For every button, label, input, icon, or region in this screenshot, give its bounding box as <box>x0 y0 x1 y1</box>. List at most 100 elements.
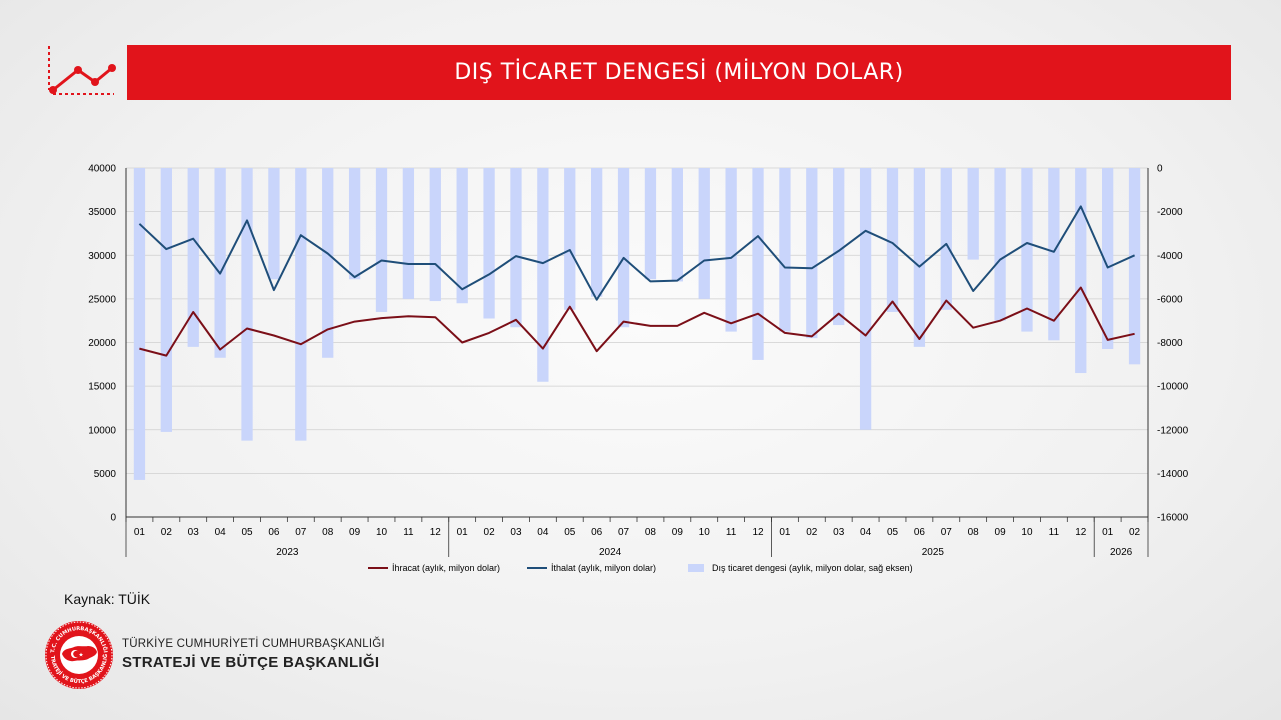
month-label: 01 <box>457 527 469 538</box>
presidency-seal-logo: T.C. CUMHURBAŞKANLIĞI STRATEJİ VE BÜTÇE … <box>44 620 113 689</box>
left-tick-label: 15000 <box>88 382 116 393</box>
legend: İhracat (aylık, milyon dolar) İthalat (ay… <box>368 563 913 573</box>
balance-bar <box>1128 168 1141 365</box>
right-tick-label: -14000 <box>1157 469 1189 480</box>
month-label: 07 <box>295 527 307 538</box>
month-label: 03 <box>510 527 522 538</box>
right-tick-label: -8000 <box>1157 338 1183 349</box>
balance-bar <box>510 168 522 328</box>
import-line <box>138 205 1136 301</box>
year-label: 2025 <box>922 547 945 558</box>
month-label: 08 <box>322 527 334 538</box>
balance-bar <box>698 168 710 299</box>
organization-footer: T.C. CUMHURBAŞKANLIĞI STRATEJİ VE BÜTÇE … <box>44 620 444 690</box>
series-lines <box>138 205 1136 357</box>
right-tick-label: 0 <box>1157 164 1163 175</box>
month-label: 02 <box>484 527 496 538</box>
balance-bar <box>160 168 172 432</box>
year-label: 2026 <box>1110 547 1133 558</box>
month-label: 05 <box>564 527 576 538</box>
balance-bar <box>1075 168 1087 374</box>
balance-bar <box>483 168 495 319</box>
right-tick-label: -16000 <box>1157 513 1189 524</box>
legend-label: İhracat (aylık, milyon dolar) <box>392 563 500 573</box>
month-label: 12 <box>430 527 442 538</box>
balance-bar <box>322 168 334 358</box>
month-label: 03 <box>188 527 200 538</box>
balance-bar <box>806 168 818 339</box>
month-label: 08 <box>968 527 980 538</box>
balance-bar <box>241 168 253 441</box>
balance-bar <box>940 168 952 310</box>
month-label: 06 <box>914 527 926 538</box>
balance-bar <box>375 168 388 312</box>
balance-bar <box>564 168 576 310</box>
month-label: 02 <box>1129 527 1141 538</box>
legend-label: İthalat (aylık, milyon dolar) <box>551 563 656 573</box>
balance-bar <box>591 168 603 297</box>
balance-bar <box>644 168 657 280</box>
balance-bar <box>779 168 791 332</box>
balance-bar <box>1021 168 1033 332</box>
org-name-line1: TÜRKİYE CUMHURİYETİ CUMHURBAŞKANLIĞI <box>122 638 385 650</box>
balance-bar <box>617 168 630 328</box>
balance-bar <box>295 168 307 441</box>
balance-bar <box>994 168 1006 321</box>
month-label: 11 <box>1049 527 1060 538</box>
balance-bar <box>537 168 549 382</box>
source-label: Kaynak: TÜİK <box>64 591 151 607</box>
org-name-line2: STRATEJİ VE BÜTÇE BAŞKANLIĞI <box>122 654 380 671</box>
month-label: 08 <box>645 527 657 538</box>
balance-bar <box>187 168 199 347</box>
left-tick-label: 20000 <box>88 338 116 349</box>
month-label: 04 <box>860 527 872 538</box>
right-tick-label: -10000 <box>1157 382 1189 393</box>
balance-bar <box>752 168 764 360</box>
month-label: 02 <box>806 527 818 538</box>
month-label: 05 <box>887 527 899 538</box>
balance-bar <box>456 168 468 304</box>
balance-bar <box>429 168 441 302</box>
month-label: 09 <box>349 527 361 538</box>
month-label: 07 <box>618 527 630 538</box>
month-label: 01 <box>779 527 791 538</box>
left-tick-label: 5000 <box>94 469 117 480</box>
month-label: 12 <box>1075 527 1087 538</box>
month-label: 03 <box>833 527 845 538</box>
balance-bar <box>913 168 926 347</box>
balance-bar <box>725 168 737 332</box>
year-label: 2024 <box>599 547 622 558</box>
page-title: DIŞ TİCARET DENGESİ (MİLYON DOLAR) <box>127 45 1231 100</box>
month-label: 06 <box>268 527 280 538</box>
month-label: 04 <box>537 527 549 538</box>
legend-label: Dış ticaret dengesi (aylık, milyon dolar… <box>712 563 913 573</box>
month-label: 12 <box>752 527 764 538</box>
left-tick-label: 40000 <box>88 164 116 175</box>
balance-bar <box>1048 168 1060 341</box>
month-label: 09 <box>995 527 1007 538</box>
trade-balance-chart: 0 5000 10000 15000 20000 25000 30000 35000 40000… <box>88 164 1189 574</box>
legend-export: İhracat (aylık, milyon dolar) <box>368 563 500 573</box>
balance-bar <box>133 168 146 480</box>
month-label: 10 <box>376 527 388 538</box>
left-tick-label: 30000 <box>88 251 116 262</box>
month-label: 04 <box>215 527 227 538</box>
legend-balance: Dış ticaret dengesi (aylık, milyon dolar… <box>688 563 913 573</box>
balance-bar <box>671 168 683 282</box>
balance-bar <box>886 168 899 312</box>
right-tick-label: -12000 <box>1157 425 1189 436</box>
month-label: 01 <box>1102 527 1114 538</box>
legend-swatch <box>688 564 704 572</box>
balance-bars <box>133 168 1141 480</box>
x-axis-ticks: 01 02 03 04 05 06 07 08 09 10 11 12 01 02 03 04 05 06 07 08… <box>125 517 1149 558</box>
balance-bar <box>833 168 845 326</box>
balance-bar <box>967 168 979 260</box>
right-tick-label: -2000 <box>1157 207 1183 218</box>
month-label: 10 <box>699 527 711 538</box>
month-label: 09 <box>672 527 684 538</box>
month-label: 05 <box>241 527 253 538</box>
left-axis-ticks: 0 5000 10000 15000 20000 25000 30000 35000 40000 <box>88 164 116 524</box>
balance-bar <box>859 168 872 430</box>
month-label: 11 <box>403 527 414 538</box>
line-chart-logo-icon <box>48 46 116 95</box>
